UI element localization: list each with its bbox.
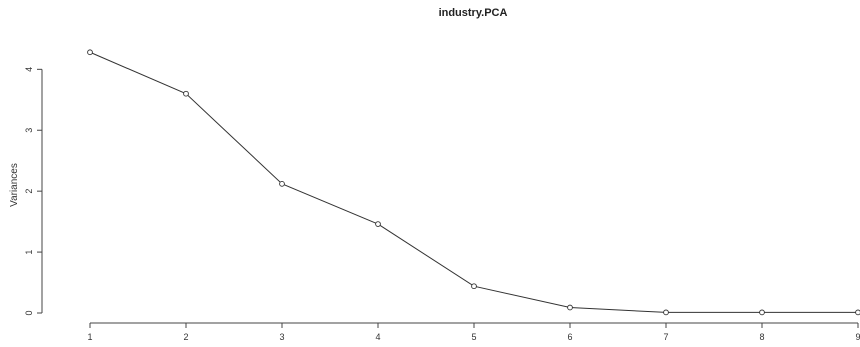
y-axis: 0 1 2 3 4 [24,67,43,316]
y-tick-label: 1 [24,250,34,255]
data-point [87,49,93,56]
x-axis: 1 2 3 4 5 6 7 8 9 [87,322,860,342]
x-tick-label: 4 [375,332,380,342]
x-tick-label: 8 [759,332,764,342]
data-point [855,309,860,316]
y-axis-label: Variances [9,163,20,207]
series-line [89,51,858,313]
data-point [567,304,573,311]
chart-title: industry.PCA [438,7,508,19]
data-point [471,283,477,290]
x-tick-label: 5 [471,332,476,342]
x-tick-label: 3 [279,332,284,342]
y-tick-label: 0 [24,310,34,315]
x-tick-label: 7 [663,332,668,342]
x-tick-label: 2 [183,332,188,342]
x-tick-label: 9 [855,332,860,342]
x-tick-label: 1 [87,332,92,342]
series-variances [87,49,860,316]
x-tick-label: 6 [567,332,572,342]
data-point [663,309,669,316]
data-point [759,309,765,316]
data-point [279,181,285,187]
data-point [375,221,381,227]
y-tick-label: 2 [24,189,34,194]
y-tick-label: 3 [24,128,34,133]
data-point [183,90,189,97]
y-tick-label: 4 [24,67,34,72]
